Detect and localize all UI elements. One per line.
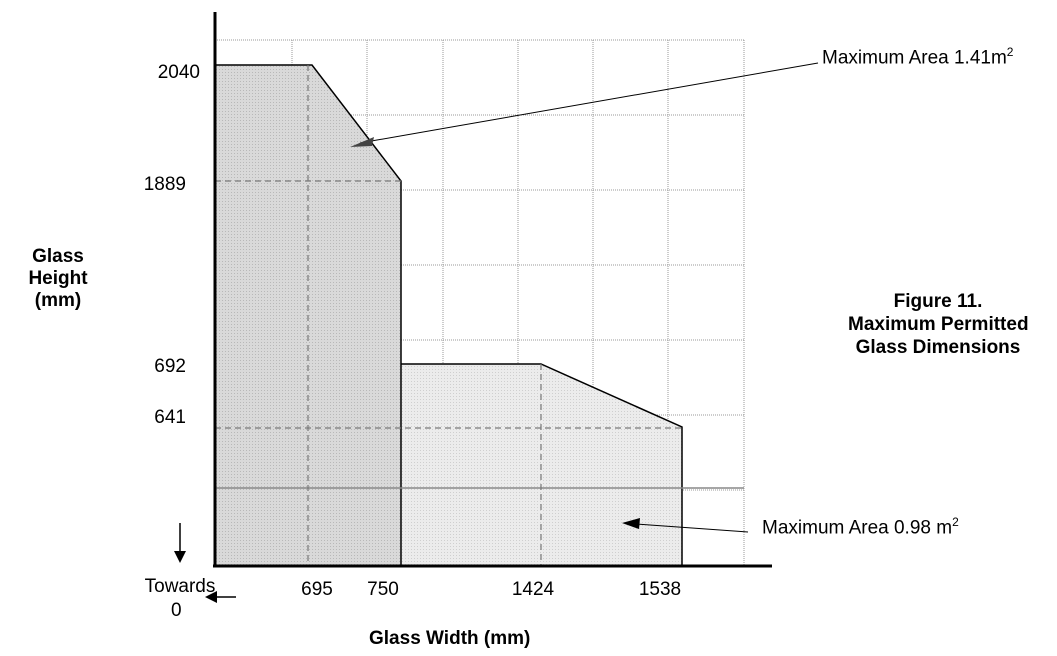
y-axis-label: Glass Height (mm) xyxy=(22,246,94,312)
callout-line-top xyxy=(359,62,819,144)
annotation-max-area-098: Maximum Area 0.98 m2 xyxy=(762,515,959,539)
callout-line-bottom xyxy=(635,523,749,533)
x-tick-label: 695 xyxy=(301,579,333,600)
x-tick-label: 1424 xyxy=(511,579,555,600)
y-axis-label-line: Glass xyxy=(32,246,84,267)
towards-label-line: Towards xyxy=(144,576,216,597)
y-tick-label: 641 xyxy=(154,407,186,428)
x-axis-label: Glass Width (mm) xyxy=(369,628,531,649)
y-axis-label-line: Height xyxy=(28,268,88,289)
annotation-superscript: 2 xyxy=(1006,45,1014,59)
callout-arrow-bottom xyxy=(622,518,640,529)
annotation-max-area-141: Maximum Area 1.41m2 xyxy=(822,45,1013,69)
figure-title: Figure 11. Maximum Permitted Glass Dimen… xyxy=(848,290,1029,359)
callout-arrow-top xyxy=(350,137,374,147)
towards-zero-label: Towards 0 xyxy=(132,575,228,623)
x-tick-label: 1538 xyxy=(638,579,682,600)
annotation-text: Maximum Area 0.98 m xyxy=(762,517,953,539)
y-tick-label: 692 xyxy=(154,356,186,377)
y-axis-label-line: (mm) xyxy=(34,290,82,311)
down-arrow-icon xyxy=(174,523,186,563)
x-tick-label: 750 xyxy=(367,579,399,600)
figure-title-line: Figure 11. xyxy=(893,291,983,312)
figure-title-line: Maximum Permitted xyxy=(848,314,1029,335)
y-tick-label: 2040 xyxy=(157,62,200,83)
towards-label-line: 0 xyxy=(171,600,182,621)
y-tick-label: 1889 xyxy=(143,174,186,195)
annotation-superscript: 2 xyxy=(952,515,959,529)
left-arrow-icon xyxy=(205,591,236,603)
dashed-guides xyxy=(215,65,682,566)
annotation-text: Maximum Area 1.41m xyxy=(822,47,1007,69)
figure-title-line: Glass Dimensions xyxy=(855,337,1021,358)
